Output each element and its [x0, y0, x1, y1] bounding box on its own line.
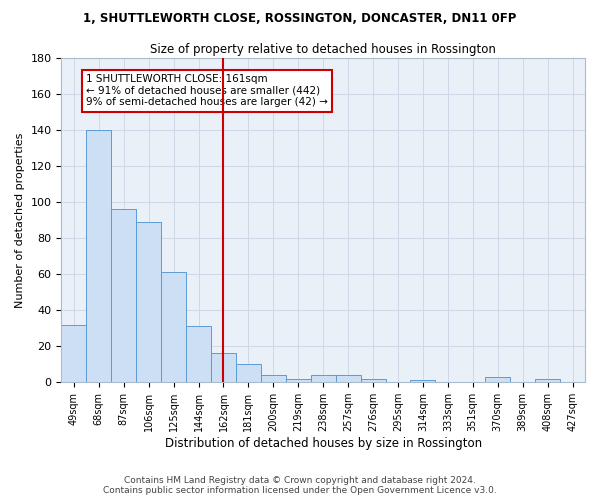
Bar: [186, 326, 211, 382]
Bar: [86, 130, 111, 382]
Bar: [410, 380, 436, 382]
Bar: [361, 378, 386, 382]
Bar: [211, 354, 236, 382]
Text: Contains HM Land Registry data © Crown copyright and database right 2024.
Contai: Contains HM Land Registry data © Crown c…: [103, 476, 497, 495]
Bar: [311, 375, 335, 382]
Bar: [286, 378, 311, 382]
Y-axis label: Number of detached properties: Number of detached properties: [15, 132, 25, 308]
Bar: [236, 364, 261, 382]
Bar: [485, 377, 510, 382]
Text: 1 SHUTTLEWORTH CLOSE: 161sqm
← 91% of detached houses are smaller (442)
9% of se: 1 SHUTTLEWORTH CLOSE: 161sqm ← 91% of de…: [86, 74, 328, 108]
X-axis label: Distribution of detached houses by size in Rossington: Distribution of detached houses by size …: [164, 437, 482, 450]
Text: 1, SHUTTLEWORTH CLOSE, ROSSINGTON, DONCASTER, DN11 0FP: 1, SHUTTLEWORTH CLOSE, ROSSINGTON, DONCA…: [83, 12, 517, 26]
Bar: [61, 324, 86, 382]
Bar: [136, 222, 161, 382]
Bar: [335, 375, 361, 382]
Bar: [161, 272, 186, 382]
Bar: [111, 210, 136, 382]
Bar: [261, 375, 286, 382]
Bar: [535, 378, 560, 382]
Title: Size of property relative to detached houses in Rossington: Size of property relative to detached ho…: [150, 42, 496, 56]
